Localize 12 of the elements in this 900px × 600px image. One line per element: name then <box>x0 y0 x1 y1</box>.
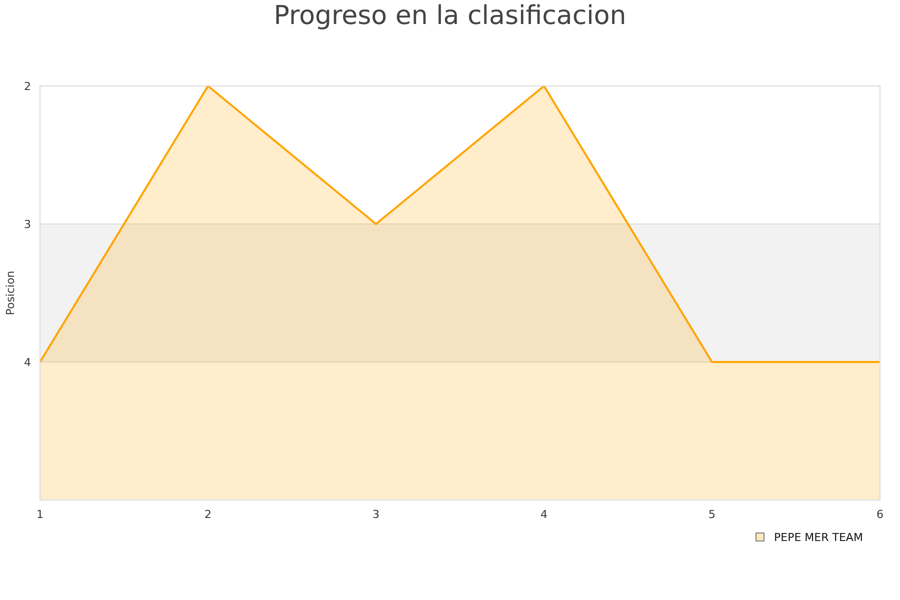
y-tick-label: 3 <box>24 218 31 231</box>
x-tick-label: 4 <box>540 508 548 521</box>
x-tick-label: 5 <box>708 508 716 521</box>
legend-label: PEPE MER TEAM <box>774 530 863 544</box>
y-tick-label: 4 <box>24 356 31 369</box>
x-tick-label: 6 <box>876 508 884 521</box>
x-tick-label: 2 <box>204 508 212 521</box>
y-tick-label: 2 <box>24 80 31 93</box>
x-tick-label: 3 <box>372 508 380 521</box>
y-axis-title: Posicion <box>4 270 17 316</box>
chart-title: Progreso en la clasificacion <box>274 1 626 31</box>
x-tick-label: 1 <box>36 508 44 521</box>
